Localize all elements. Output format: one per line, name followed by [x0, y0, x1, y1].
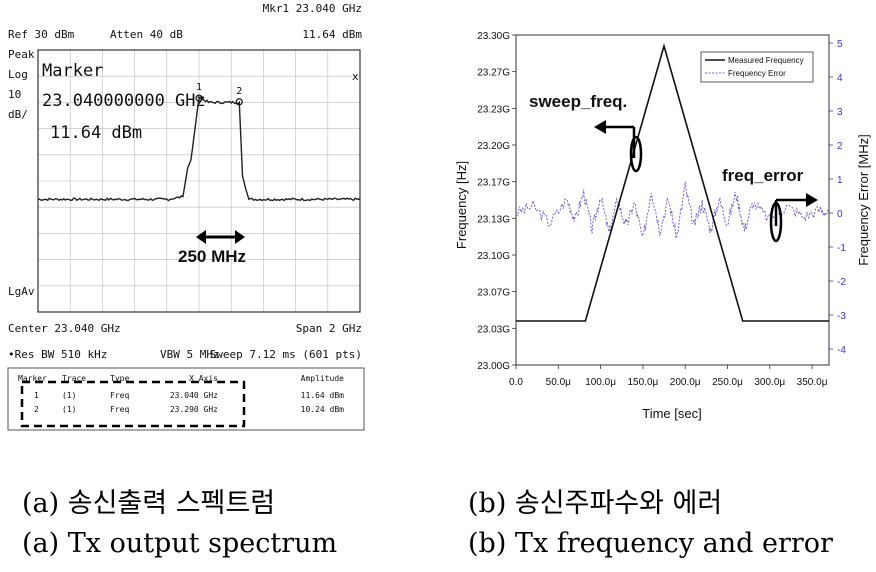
- legend-error: Frequency Error: [728, 69, 786, 78]
- vbw: VBW 5 MHz: [160, 348, 220, 361]
- marker-table-highlight: [20, 380, 246, 428]
- y-tick-label: 23.17G: [477, 178, 510, 189]
- marker-table-header: Marker: [18, 374, 47, 383]
- measured-frequency-series: [516, 43, 829, 322]
- marker-table-frame: [7, 367, 365, 431]
- y2-tick-label: 5: [837, 39, 843, 50]
- marker-box-title: Marker: [42, 61, 103, 81]
- y2-tick-label: 2: [837, 141, 843, 152]
- x-tick-label: 100.0μ: [585, 377, 616, 388]
- peak-label: Peak: [8, 48, 35, 61]
- lgav-label: LgAv: [8, 285, 35, 298]
- marker-table-cell: (1): [62, 405, 76, 414]
- y2-tick-label: 1: [837, 175, 843, 186]
- marker1-amplitude: 11.64 dBm: [302, 28, 362, 41]
- attenuation: Atten 40 dB: [110, 28, 183, 41]
- y-tick-label: 23.30G: [477, 31, 510, 42]
- marker-box-amplitude: 11.64 dBm: [50, 123, 142, 143]
- marker-table-cell: 23.290 GHz: [170, 405, 218, 414]
- spectrum-grid: [38, 50, 360, 312]
- y-tick-label: 23.13G: [477, 214, 510, 225]
- x-axis-label: Time [sec]: [642, 406, 701, 421]
- y2-tick-label: 4: [837, 73, 843, 84]
- error-arrow: [769, 193, 818, 243]
- marker-table-header: Trace: [62, 374, 86, 383]
- marker-table-header: Amplitude: [301, 374, 345, 383]
- y-tick-label: 23.20G: [477, 141, 510, 152]
- chart-legend: Measured Frequency Frequency Error: [700, 51, 814, 83]
- marker-box: Marker 23.040000000 GHz 11.64 dBm x: [42, 61, 359, 143]
- marker-table-cell: Freq: [110, 391, 129, 400]
- marker-table-cell: 23.040 GHz: [170, 391, 218, 400]
- marker1-readout: Mkr1 23.040 GHz: [263, 2, 362, 15]
- caption-b-english: (b) Tx frequency and error: [468, 528, 833, 559]
- frequency-axes: 0.0 50.0μ 100.0μ 150.0μ 200.0μ 250.0μ 300.0μ 35…: [477, 31, 846, 388]
- spectrum-marker-2: [235, 98, 243, 106]
- bandwidth-label: 250 MHz: [178, 247, 246, 266]
- caption-b-korean: (b) 송신주파수와 에러: [468, 488, 723, 519]
- y2-tick-label: -3: [837, 311, 846, 322]
- x-tick-label: 350.0μ: [797, 377, 828, 388]
- y2-tick-label: 3: [837, 107, 843, 118]
- bandwidth-arrow: [196, 230, 245, 244]
- scale-value: 10: [8, 88, 21, 101]
- y2-tick-label: 0: [837, 209, 843, 220]
- marker-table-header: Type: [110, 374, 129, 383]
- spectrum-analyzer-panel: Mkr1 23.040 GHz Ref 30 dBm Atten 40 dB 1…: [7, 2, 365, 431]
- res-bw: •Res BW 510 kHz: [8, 348, 107, 361]
- caption-a-korean: (a) 송신출력 스펙트럼: [22, 488, 276, 519]
- x-tick-label: 50.0μ: [546, 377, 571, 388]
- y-tick-label: 23.10G: [477, 251, 510, 262]
- marker-table-cell: 1: [34, 391, 39, 400]
- frequency-plot-frame: [515, 34, 830, 366]
- y2-tick-label: -4: [837, 345, 846, 356]
- center-frequency: Center 23.040 GHz: [8, 322, 121, 335]
- spectrum-plot-frame: [37, 49, 361, 313]
- error-annotation: freq_error: [722, 166, 804, 185]
- frequency-error-panel: 0.0 50.0μ 100.0μ 150.0μ 200.0μ 250.0μ 300.0μ 35…: [454, 31, 871, 421]
- span: Span 2 GHz: [296, 322, 362, 335]
- x-tick-label: 250.0μ: [712, 377, 743, 388]
- x-tick-label: 0.0: [509, 377, 523, 388]
- sweep-arrow: [594, 120, 643, 173]
- legend-measured: Measured Frequency: [728, 56, 804, 65]
- y-tick-label: 23.07G: [477, 288, 510, 299]
- marker-table: Marker Trace Type X Axis Amplitude 1 (1) Freq 23…: [18, 374, 344, 414]
- marker-table-cell: 2: [34, 405, 39, 414]
- spectrum-trace: [37, 97, 361, 202]
- ref-level: Ref 30 dBm: [8, 28, 75, 41]
- log-label: Log: [8, 68, 28, 81]
- y2-tick-label: -1: [837, 243, 846, 254]
- y-tick-label: 23.03G: [477, 324, 510, 335]
- y2-tick-label: -2: [837, 277, 846, 288]
- sweep-time: Sweep 7.12 ms (601 pts): [210, 348, 362, 361]
- x-tick-label: 200.0μ: [670, 377, 701, 388]
- marker-table-cell: Freq: [110, 405, 129, 414]
- caption-a-english: (a) Tx output spectrum: [22, 528, 338, 559]
- x-tick-label: 300.0μ: [754, 377, 785, 388]
- y-tick-label: 23.27G: [477, 68, 510, 79]
- spectrum-marker-label-1: 1: [196, 82, 202, 93]
- marker-table-cell: 11.64 dBm: [301, 391, 345, 400]
- y2-axis-label: Frequency Error [MHz]: [856, 134, 871, 265]
- y-tick-label: 23.00G: [477, 361, 510, 372]
- marker-table-cell: (1): [62, 391, 76, 400]
- marker-table-cell: 10.24 dBm: [301, 405, 345, 414]
- sweep-annotation: sweep_freq.: [529, 92, 627, 111]
- y-axis-label: Frequency [Hz]: [454, 161, 469, 249]
- spectrum-marker-1: [195, 94, 203, 102]
- frequency-error-series: [515, 181, 829, 239]
- marker-table-header: X Axis: [189, 374, 218, 383]
- close-icon[interactable]: x: [352, 70, 359, 83]
- marker-box-frequency: 23.040000000 GHz: [42, 91, 206, 111]
- x-tick-label: 150.0μ: [627, 377, 658, 388]
- scale-unit: dB/: [8, 108, 28, 121]
- y-tick-label: 23.23G: [477, 104, 510, 115]
- spectrum-marker-label-2: 2: [236, 86, 242, 97]
